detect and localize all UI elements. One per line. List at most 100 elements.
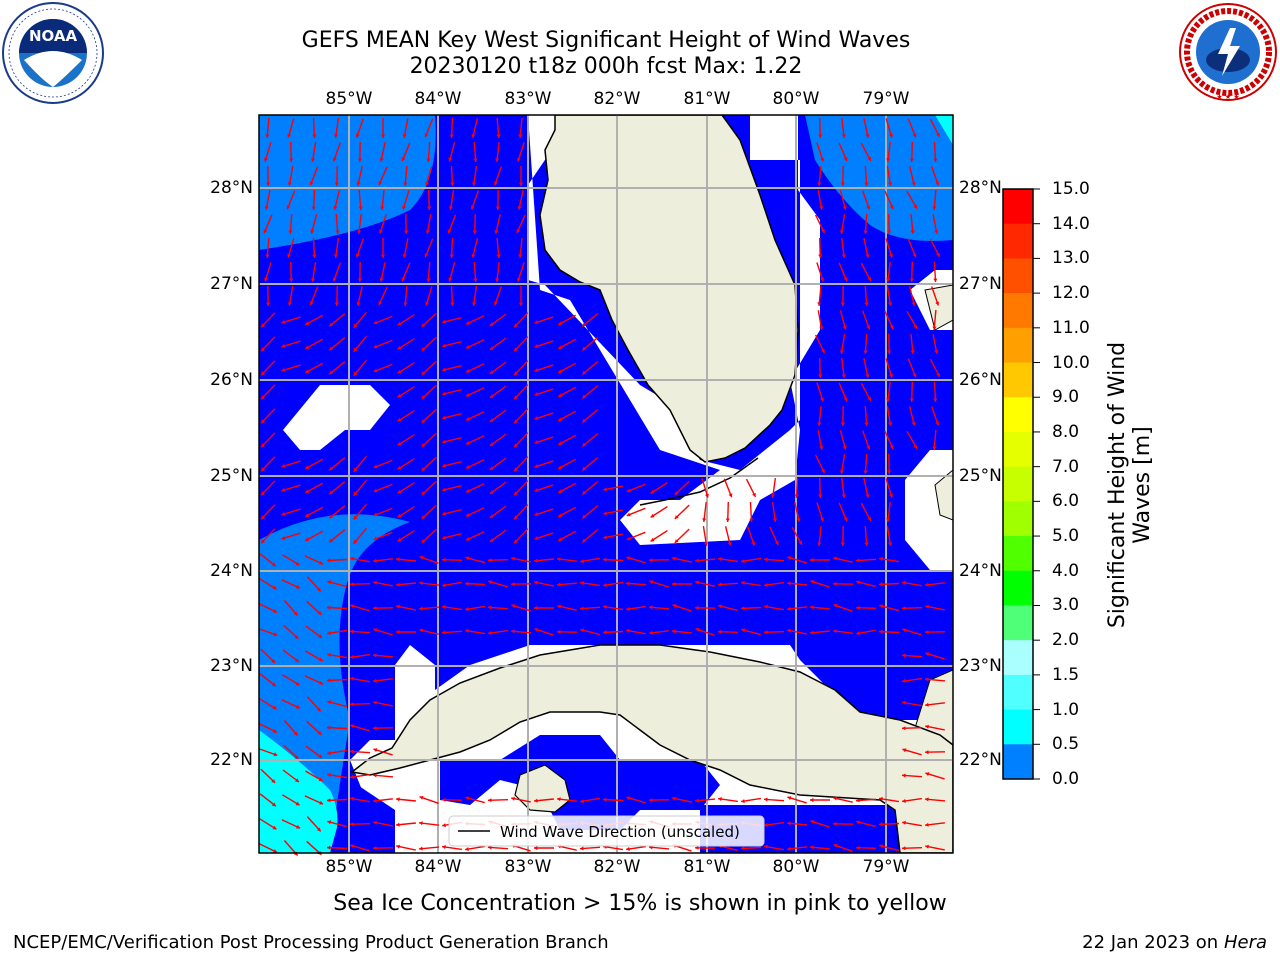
wave-direction-arrowhead [265, 254, 270, 258]
wave-direction-arrowhead [397, 417, 402, 422]
wave-direction-arrowhead [925, 677, 929, 682]
wave-direction-arrowhead [289, 158, 294, 162]
wave-direction-arrowhead [397, 393, 402, 398]
wave-direction-arrowhead [373, 488, 378, 493]
wave-direction-arrowhead [798, 540, 802, 545]
wave-direction-arrowhead [558, 513, 563, 517]
wave-direction-arrowhead [839, 470, 844, 474]
wave-direction-arrowhead [672, 604, 677, 608]
colorbar-segment [1003, 466, 1033, 502]
colorbar-segment [1003, 189, 1033, 225]
wave-direction-arrowhead [534, 628, 539, 632]
wave-direction-arrowhead [764, 797, 768, 802]
wave-direction-arrowhead [489, 370, 494, 374]
lon-label: 85°W [325, 89, 373, 109]
wave-direction-arrowhead [810, 797, 814, 803]
colorbar-tick-label: 13.0 [1052, 248, 1090, 269]
wave-direction-arrowhead [401, 277, 406, 282]
lat-label: 26°N [959, 370, 1002, 390]
wave-direction-arrowhead [373, 748, 378, 753]
wave-direction-arrowhead [465, 344, 470, 349]
wave-direction-arrowhead [650, 489, 655, 494]
wave-direction-arrowhead [925, 797, 929, 802]
wave-direction-arrowhead [488, 630, 492, 635]
wave-direction-arrowhead [674, 491, 679, 495]
wave-direction-arrowhead [603, 797, 607, 802]
wave-direction-arrowhead [465, 607, 469, 612]
wave-direction-arrowhead [272, 585, 277, 590]
wave-direction-arrowhead [820, 157, 824, 162]
wave-direction-arrowhead [404, 230, 409, 234]
wave-direction-arrowhead [273, 632, 278, 637]
wave-direction-arrowhead [902, 773, 906, 778]
wave-direction-arrowhead [626, 796, 631, 801]
wave-direction-arrowhead [787, 796, 792, 801]
wave-direction-arrowhead [465, 512, 470, 517]
wave-direction-arrowhead [373, 464, 378, 469]
wave-direction-arrowhead [936, 252, 940, 257]
wave-direction-arrowhead [356, 301, 361, 306]
wave-direction-arrowhead [514, 539, 518, 544]
wave-direction-arrowhead [358, 206, 363, 210]
wave-direction-arrowhead [442, 463, 447, 468]
wave-direction-arrowhead [879, 582, 883, 587]
wave-direction-arrowhead [317, 730, 322, 735]
wave-direction-arrowhead [472, 302, 477, 306]
wave-direction-arrowhead [856, 580, 861, 585]
wave-direction-arrowhead [295, 778, 299, 782]
colorbar-segment [1003, 327, 1033, 364]
colorbar-tick-label: 12.0 [1052, 283, 1090, 304]
wave-direction-arrowhead [888, 133, 893, 138]
wave-direction-arrowhead [913, 204, 918, 209]
wave-direction-arrowhead [925, 724, 929, 729]
wave-direction-arrowhead [281, 511, 286, 516]
wave-direction-arrowhead [495, 206, 500, 210]
wave-direction-arrowhead [865, 254, 870, 258]
wave-direction-arrowhead [695, 845, 699, 850]
wave-direction-arrowhead [672, 581, 676, 587]
wave-direction-arrowhead [810, 557, 814, 563]
colorbar-segment [1003, 431, 1033, 468]
colorbar-segment [1003, 397, 1033, 433]
wave-direction-arrowhead [287, 302, 292, 306]
wave-direction-arrowhead [319, 800, 324, 805]
wave-direction-arrowhead [379, 229, 383, 234]
wave-direction-arrowhead [649, 580, 654, 585]
wave-direction-arrowhead [580, 606, 584, 611]
wave-direction-arrowhead [833, 796, 838, 801]
wave-direction-arrowhead [818, 134, 823, 138]
wave-direction-arrowhead [465, 796, 470, 801]
wave-direction-arrowhead [511, 604, 516, 609]
wave-direction-arrowhead [281, 367, 286, 372]
wave-direction-arrowhead [419, 581, 423, 586]
wave-direction-arrowhead [373, 558, 377, 563]
wave-direction-arrowhead [820, 397, 824, 402]
wave-direction-arrowhead [695, 580, 700, 585]
wave-direction-arrowhead [902, 798, 906, 803]
wave-direction-arrowhead [421, 419, 426, 423]
wave-direction-arrowhead [442, 319, 447, 324]
wave-direction-arrowhead [649, 558, 653, 563]
colorbar-tick-label: 11.0 [1052, 317, 1090, 338]
wave-direction-arrowhead [403, 302, 408, 306]
wave-direction-arrowhead [580, 846, 584, 851]
wave-direction-arrowhead [514, 395, 518, 400]
wave-direction-arrowhead [934, 350, 939, 354]
wave-direction-arrowhead [294, 635, 299, 639]
wave-direction-arrowhead [373, 773, 377, 778]
wave-direction-arrowhead [489, 514, 494, 518]
wave-direction-arrowhead [925, 630, 929, 635]
wave-direction-arrowhead [305, 345, 310, 349]
wave-direction-arrowhead [856, 558, 860, 563]
wind-wave-direction-arrows [258, 117, 946, 856]
wave-direction-arrowhead [840, 182, 845, 186]
wave-direction-arrowhead [534, 368, 539, 372]
wave-direction-arrowhead [534, 344, 539, 348]
wave-direction-arrowhead [465, 392, 470, 397]
wave-direction-arrowhead [518, 254, 523, 258]
lat-label: 25°N [210, 466, 253, 486]
wave-direction-arrowhead [442, 823, 446, 828]
wave-direction-arrowhead [442, 605, 446, 610]
wave-direction-arrowhead [558, 441, 563, 445]
